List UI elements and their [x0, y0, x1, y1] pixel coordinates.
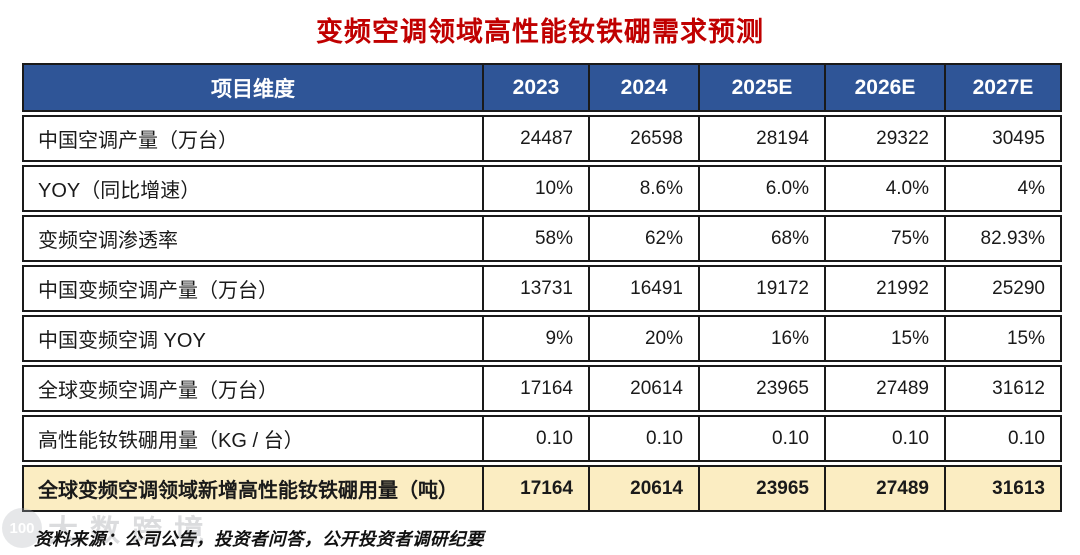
table-row-total-ndfeb-demand: 全球变频空调领域新增高性能钕铁硼用量（吨） 17164 20614 23965 …	[22, 465, 1062, 512]
forecast-table: 项目维度 2023 2024 2025E 2026E 2027E 中国空调产量（…	[22, 60, 1062, 515]
value-cell: 0.10	[946, 415, 1062, 462]
row-label: 中国变频空调 YOY	[22, 315, 484, 362]
value-cell: 82.93%	[946, 215, 1062, 262]
row-label: 变频空调渗透率	[22, 215, 484, 262]
row-label: YOY（同比增速）	[22, 165, 484, 212]
value-cell: 23965	[700, 465, 826, 512]
value-cell: 0.10	[484, 415, 590, 462]
value-cell: 21992	[826, 265, 946, 312]
column-header-2027e: 2027E	[946, 63, 1062, 112]
row-label: 高性能钕铁硼用量（KG / 台）	[22, 415, 484, 462]
column-header-2025e: 2025E	[700, 63, 826, 112]
value-cell: 8.6%	[590, 165, 700, 212]
row-label: 全球变频空调产量（万台）	[22, 365, 484, 412]
value-cell: 15%	[946, 315, 1062, 362]
column-header-2026e: 2026E	[826, 63, 946, 112]
row-label: 中国变频空调产量（万台）	[22, 265, 484, 312]
value-cell: 17164	[484, 365, 590, 412]
value-cell: 4%	[946, 165, 1062, 212]
value-cell: 28194	[700, 115, 826, 162]
table-row-inverter-penetration: 变频空调渗透率 58% 62% 68% 75% 82.93%	[22, 215, 1062, 262]
value-cell: 25290	[946, 265, 1062, 312]
table-row-ndfeb-usage-per-unit: 高性能钕铁硼用量（KG / 台） 0.10 0.10 0.10 0.10 0.1…	[22, 415, 1062, 462]
value-cell: 75%	[826, 215, 946, 262]
value-cell: 16491	[590, 265, 700, 312]
value-cell: 13731	[484, 265, 590, 312]
value-cell: 24487	[484, 115, 590, 162]
source-note: 资料来源：公司公告，投资者问答，公开投资者调研纪要	[34, 529, 484, 549]
value-cell: 6.0%	[700, 165, 826, 212]
value-cell: 19172	[700, 265, 826, 312]
value-cell: 31612	[946, 365, 1062, 412]
value-cell: 4.0%	[826, 165, 946, 212]
watermark-text: 大数跨境	[48, 515, 216, 548]
value-cell: 58%	[484, 215, 590, 262]
table-row-china-inverter-output: 中国变频空调产量（万台） 13731 16491 19172 21992 252…	[22, 265, 1062, 312]
value-cell: 30495	[946, 115, 1062, 162]
watermark-logo-icon: 100	[2, 508, 42, 548]
column-header-2024: 2024	[590, 63, 700, 112]
value-cell: 20614	[590, 365, 700, 412]
value-cell: 23965	[700, 365, 826, 412]
table-row-china-ac-output: 中国空调产量（万台） 24487 26598 28194 29322 30495	[22, 115, 1062, 162]
value-cell: 26598	[590, 115, 700, 162]
value-cell: 10%	[484, 165, 590, 212]
value-cell: 9%	[484, 315, 590, 362]
value-cell: 62%	[590, 215, 700, 262]
value-cell: 15%	[826, 315, 946, 362]
table-row-china-inverter-yoy: 中国变频空调 YOY 9% 20% 16% 15% 15%	[22, 315, 1062, 362]
value-cell: 16%	[700, 315, 826, 362]
header-row: 项目维度 2023 2024 2025E 2026E 2027E	[22, 63, 1062, 112]
row-label: 中国空调产量（万台）	[22, 115, 484, 162]
value-cell: 17164	[484, 465, 590, 512]
value-cell: 20%	[590, 315, 700, 362]
table-row-global-inverter-output: 全球变频空调产量（万台） 17164 20614 23965 27489 316…	[22, 365, 1062, 412]
value-cell: 27489	[826, 365, 946, 412]
table-row-yoy: YOY（同比增速） 10% 8.6% 6.0% 4.0% 4%	[22, 165, 1062, 212]
source-row: 100 大数跨境 资料来源：公司公告，投资者问答，公开投资者调研纪要	[0, 508, 1080, 555]
value-cell: 29322	[826, 115, 946, 162]
column-header-2023: 2023	[484, 63, 590, 112]
value-cell: 0.10	[590, 415, 700, 462]
value-cell: 27489	[826, 465, 946, 512]
value-cell: 20614	[590, 465, 700, 512]
column-header-dimension: 项目维度	[22, 63, 484, 112]
watermark: 100 大数跨境	[2, 506, 216, 550]
forecast-table-container: 项目维度 2023 2024 2025E 2026E 2027E 中国空调产量（…	[22, 60, 1062, 515]
value-cell: 68%	[700, 215, 826, 262]
value-cell: 0.10	[826, 415, 946, 462]
page-title: 变频空调领域高性能钕铁硼需求预测	[316, 17, 764, 47]
value-cell: 0.10	[700, 415, 826, 462]
row-label: 全球变频空调领域新增高性能钕铁硼用量（吨）	[22, 465, 484, 512]
value-cell: 31613	[946, 465, 1062, 512]
